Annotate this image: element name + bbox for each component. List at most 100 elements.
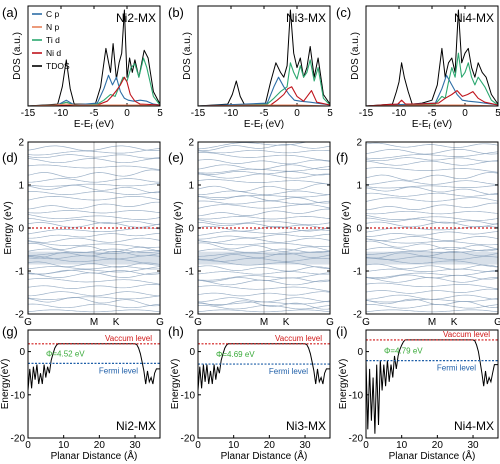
kpoint-label: G: [24, 317, 32, 328]
panel-title: Ni2-MX: [116, 11, 156, 25]
series-c-p: [365, 74, 499, 107]
series-ti-d: [197, 59, 331, 107]
kpoint-label: G: [494, 317, 500, 328]
plot-frame: [197, 329, 331, 439]
y-tick-label: -10: [11, 390, 26, 401]
x-tick-label: -15: [191, 108, 206, 119]
potential-curve: [197, 343, 330, 391]
y-tick-label: 0: [356, 224, 362, 235]
x-axis-label: E-Ef (eV): [74, 119, 114, 131]
kpoint-label: M: [260, 317, 268, 328]
fermi-level-label: Fermi level: [99, 366, 138, 375]
panel-title: Ni3-MX: [286, 11, 326, 25]
y-tick-label: -1: [353, 267, 362, 278]
x-tick-label: 0: [25, 440, 31, 451]
panel-label: (i): [336, 324, 348, 339]
series-ni-d: [27, 76, 161, 107]
potential-curve: [27, 343, 160, 391]
work-function-label: Φ=4.69 eV: [216, 350, 255, 359]
x-tick-label: 0: [294, 108, 300, 119]
fermi-level-label: Fermi level: [269, 367, 308, 376]
plot-frame: [365, 329, 499, 439]
vacuum-level-label: Vaccum level: [443, 330, 490, 339]
x-tick-label: -10: [392, 108, 407, 119]
y-tick-label: 1: [18, 181, 24, 192]
y-axis-label: DOS (a.u.): [182, 32, 193, 80]
panel-label: (c): [336, 5, 351, 20]
kpoint-label: M: [90, 317, 98, 328]
x-tick-label: 30: [299, 440, 311, 451]
kpoint-label: M: [428, 317, 436, 328]
dos-panel: -15 -10 -5 0 5 Ni2-MX DOS (a.u.) E-Ef (eV) C p N …: [12, 5, 163, 131]
y-tick-label: 2: [18, 138, 24, 149]
plot-frame: [197, 141, 331, 315]
x-axis-label: Planar Distance (Å): [221, 449, 308, 462]
potential-curve: [365, 339, 498, 434]
x-tick-label: 0: [195, 440, 201, 451]
x-tick-label: 20: [94, 440, 106, 451]
x-axis-label: E-Ef (eV): [412, 119, 452, 131]
x-tick-label: 5: [157, 108, 163, 119]
x-tick-label: -5: [90, 108, 99, 119]
x-tick-label: 0: [363, 440, 369, 451]
x-tick-label: 10: [228, 440, 240, 451]
x-tick-label: 10: [58, 440, 70, 451]
y-tick-label: -1: [185, 267, 194, 278]
y-axis-label: Energy(eV): [338, 359, 349, 410]
legend-label: Ti d: [46, 35, 60, 45]
kpoint-label: K: [283, 317, 290, 328]
work-function-label: Φ=4.79 eV: [384, 346, 423, 355]
panel-title: Ni4-MX: [454, 11, 494, 25]
y-tick-label: 1: [188, 181, 194, 192]
y-tick-label: 2: [188, 138, 194, 149]
x-tick-label: -10: [224, 108, 239, 119]
series-tdos: [197, 9, 331, 107]
dos-panel: -15 -10 -5 0 5 Ni3-MX DOS (a.u.) E-Ef (eV): [182, 5, 333, 131]
workfunction-panel: Vaccum level Φ=4.79 eV Fermi level 0 10 20 30 -…: [338, 329, 499, 462]
panel-label: (a): [2, 5, 18, 20]
plot-frame: [27, 329, 161, 439]
x-tick-label: -5: [428, 108, 437, 119]
x-tick-label: 20: [264, 440, 276, 451]
x-tick-label: -5: [260, 108, 269, 119]
y-tick-label: -20: [349, 434, 364, 445]
legend: C p N p Ti d Ni d TDOS: [32, 9, 70, 71]
panel-title: Ni4-MX: [454, 419, 494, 433]
x-tick-label: 30: [129, 440, 141, 451]
y-axis-label: Energy (eV): [3, 201, 14, 254]
x-tick-label: 5: [327, 108, 333, 119]
x-tick-label: 5: [495, 108, 500, 119]
series-n-p: [27, 103, 161, 107]
series-c-p: [27, 74, 161, 107]
vacuum-level-label: Vaccum level: [275, 334, 322, 343]
panel-label: (f): [336, 150, 348, 165]
work-function-label: Φ=4.52 eV: [46, 350, 85, 359]
y-axis-label: Energy (eV): [173, 201, 184, 254]
legend-label: C p: [46, 9, 60, 19]
x-tick-label: -10: [54, 108, 69, 119]
x-axis-label: Planar Distance (Å): [51, 449, 138, 462]
kpoint-label: G: [326, 317, 334, 328]
plot-frame: [27, 5, 161, 107]
y-tick-label: -1: [15, 267, 24, 278]
y-tick-label: -10: [349, 390, 364, 401]
y-tick-label: -10: [181, 390, 196, 401]
y-axis-label: DOS (a.u.): [350, 32, 361, 80]
legend-label: N p: [46, 22, 60, 32]
plot-frame: [365, 141, 499, 315]
y-tick-label: 0: [189, 347, 195, 358]
panel-label: (h): [168, 324, 184, 339]
x-tick-label: 10: [396, 440, 408, 451]
legend-label: TDOS: [46, 61, 70, 71]
kpoint-label: G: [156, 317, 164, 328]
y-tick-label: -20: [181, 434, 196, 445]
y-tick-label: -2: [353, 310, 362, 321]
y-tick-label: 2: [356, 138, 362, 149]
y-tick-label: 0: [19, 347, 25, 358]
legend-label: Ni d: [46, 48, 61, 58]
y-tick-label: 0: [188, 224, 194, 235]
